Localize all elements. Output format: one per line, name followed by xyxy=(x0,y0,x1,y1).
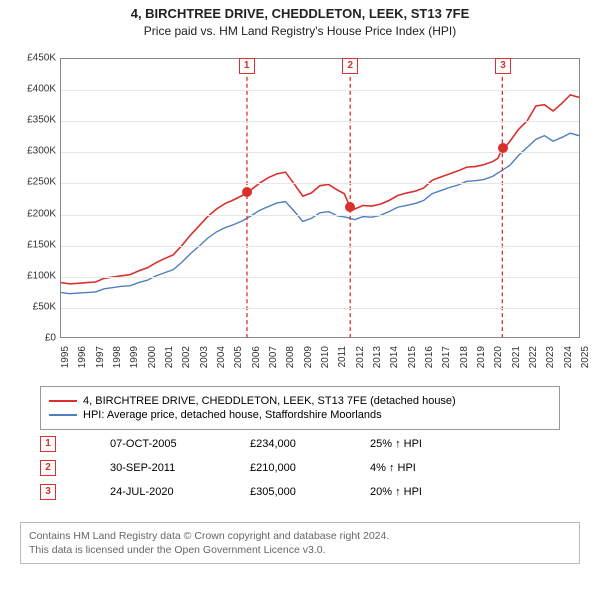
legend-line-icon xyxy=(49,414,77,416)
legend-row-1: 4, BIRCHTREE DRIVE, CHEDDLETON, LEEK, ST… xyxy=(49,395,551,407)
sale-marker-icon: 1 xyxy=(239,58,255,74)
y-tick-label: £100K xyxy=(10,270,56,281)
y-tick-label: £150K xyxy=(10,239,56,250)
plot-area xyxy=(60,58,580,338)
x-tick-label: 1999 xyxy=(129,346,140,386)
x-tick-label: 2018 xyxy=(459,346,470,386)
sale-delta: 20% ↑ HPI xyxy=(370,486,520,498)
page-title-1: 4, BIRCHTREE DRIVE, CHEDDLETON, LEEK, ST… xyxy=(0,0,600,21)
gridline xyxy=(61,308,579,309)
line-series-property xyxy=(61,95,579,284)
gridline xyxy=(61,90,579,91)
y-tick-label: £200K xyxy=(10,208,56,219)
sale-marker-icon: 3 xyxy=(495,58,511,74)
sale-date: 24-JUL-2020 xyxy=(110,486,250,498)
x-tick-label: 2011 xyxy=(337,346,348,386)
sale-delta: 4% ↑ HPI xyxy=(370,462,520,474)
x-tick-label: 2001 xyxy=(164,346,175,386)
x-tick-label: 1998 xyxy=(112,346,123,386)
y-tick-label: £300K xyxy=(10,146,56,157)
x-tick-label: 2014 xyxy=(389,346,400,386)
sale-marker-icon: 2 xyxy=(40,460,56,476)
gridline xyxy=(61,183,579,184)
footer-line-2: This data is licensed under the Open Gov… xyxy=(29,543,571,557)
x-tick-label: 2003 xyxy=(199,346,210,386)
x-tick-label: 2020 xyxy=(493,346,504,386)
y-tick-label: £250K xyxy=(10,177,56,188)
x-tick-label: 2002 xyxy=(181,346,192,386)
x-tick-label: 2013 xyxy=(372,346,383,386)
sale-dot-icon xyxy=(345,202,355,212)
sales-row: 2 30-SEP-2011 £210,000 4% ↑ HPI xyxy=(40,456,560,480)
sale-marker-icon: 2 xyxy=(342,58,358,74)
x-tick-label: 2019 xyxy=(476,346,487,386)
x-tick-label: 1997 xyxy=(95,346,106,386)
sale-dot-icon xyxy=(498,143,508,153)
legend-row-2: HPI: Average price, detached house, Staf… xyxy=(49,409,551,421)
x-tick-label: 2005 xyxy=(233,346,244,386)
x-tick-label: 1995 xyxy=(60,346,71,386)
sale-price: £210,000 xyxy=(250,462,370,474)
sales-table: 1 07-OCT-2005 £234,000 25% ↑ HPI 2 30-SE… xyxy=(40,432,560,504)
y-tick-label: £0 xyxy=(10,333,56,344)
x-tick-label: 2008 xyxy=(285,346,296,386)
x-tick-label: 2023 xyxy=(545,346,556,386)
sale-marker-icon: 1 xyxy=(40,436,56,452)
sale-price: £234,000 xyxy=(250,438,370,450)
line-series-hpi xyxy=(61,133,579,294)
y-tick-label: £400K xyxy=(10,84,56,95)
gridline xyxy=(61,277,579,278)
x-tick-label: 2010 xyxy=(320,346,331,386)
chart-area: £0 £50K £100K £150K £200K £250K £300K £350K £400… xyxy=(10,50,590,380)
x-tick-label: 2021 xyxy=(511,346,522,386)
gridline xyxy=(61,121,579,122)
x-tick-label: 2004 xyxy=(216,346,227,386)
page-title-2: Price paid vs. HM Land Registry's House … xyxy=(0,21,600,38)
sale-dot-icon xyxy=(242,187,252,197)
legend-line-icon xyxy=(49,400,77,402)
x-tick-label: 2000 xyxy=(147,346,158,386)
gridline xyxy=(61,246,579,247)
x-tick-label: 2024 xyxy=(563,346,574,386)
x-tick-label: 2017 xyxy=(441,346,452,386)
gridline xyxy=(61,215,579,216)
sale-date: 30-SEP-2011 xyxy=(110,462,250,474)
y-tick-label: £50K xyxy=(10,301,56,312)
x-tick-label: 2022 xyxy=(528,346,539,386)
x-tick-label: 2009 xyxy=(303,346,314,386)
sales-row: 3 24-JUL-2020 £305,000 20% ↑ HPI xyxy=(40,480,560,504)
sale-date: 07-OCT-2005 xyxy=(110,438,250,450)
x-axis-ticks: 1995199619971998199920002001200220032004… xyxy=(60,342,580,380)
x-tick-label: 2006 xyxy=(251,346,262,386)
attribution-footer: Contains HM Land Registry data © Crown c… xyxy=(20,522,580,564)
y-tick-label: £450K xyxy=(10,53,56,64)
footer-line-1: Contains HM Land Registry data © Crown c… xyxy=(29,529,571,543)
sale-delta: 25% ↑ HPI xyxy=(370,438,520,450)
x-tick-label: 2025 xyxy=(580,346,591,386)
x-tick-label: 2016 xyxy=(424,346,435,386)
y-tick-label: £350K xyxy=(10,115,56,126)
x-tick-label: 1996 xyxy=(77,346,88,386)
chart-svg xyxy=(61,59,579,337)
legend-label: HPI: Average price, detached house, Staf… xyxy=(83,409,382,421)
sale-marker-icon: 3 xyxy=(40,484,56,500)
x-tick-label: 2012 xyxy=(355,346,366,386)
x-tick-label: 2015 xyxy=(407,346,418,386)
chart-page: 4, BIRCHTREE DRIVE, CHEDDLETON, LEEK, ST… xyxy=(0,0,600,590)
sales-row: 1 07-OCT-2005 £234,000 25% ↑ HPI xyxy=(40,432,560,456)
legend: 4, BIRCHTREE DRIVE, CHEDDLETON, LEEK, ST… xyxy=(40,386,560,430)
sale-price: £305,000 xyxy=(250,486,370,498)
x-tick-label: 2007 xyxy=(268,346,279,386)
legend-label: 4, BIRCHTREE DRIVE, CHEDDLETON, LEEK, ST… xyxy=(83,395,456,407)
